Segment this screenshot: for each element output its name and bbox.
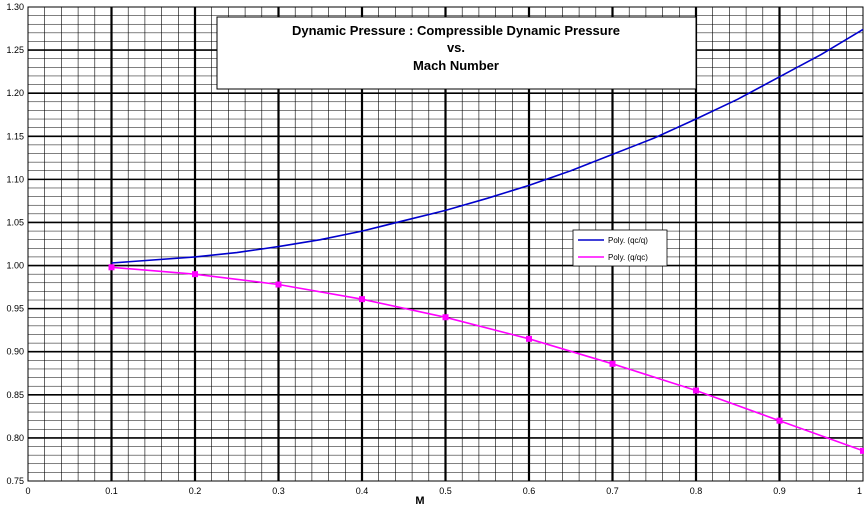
y-tick-label: 1.20 xyxy=(6,88,24,98)
x-tick-label: 0.5 xyxy=(439,486,452,496)
data-point-series-2 xyxy=(693,387,699,394)
x-tick-label: 0.8 xyxy=(690,486,703,496)
data-point-series-2 xyxy=(776,417,783,424)
x-tick-label: 1 xyxy=(857,486,862,496)
legend-label-series-2: Poly. (q/qc) xyxy=(608,253,648,262)
data-point-series-2 xyxy=(192,271,198,278)
y-tick-label: 1.25 xyxy=(6,45,24,55)
data-point-series-2 xyxy=(108,264,115,271)
y-axis-ticks: 0.75 0.80 0.85 0.90 0.95 1.00 1.05 1.10 1.15 1.20… xyxy=(6,2,24,486)
y-tick-label: 1.15 xyxy=(6,131,24,141)
plot-border xyxy=(27,6,864,482)
x-tick-label: 0.6 xyxy=(523,486,536,496)
data-point-series-2 xyxy=(359,296,365,303)
title-background xyxy=(216,16,697,90)
legend-label-series-1: Poly. (qc/q) xyxy=(608,236,648,245)
data-point-series-2 xyxy=(275,281,282,288)
legend: Poly. (qc/q) Poly. (q/qc) xyxy=(572,229,668,267)
series-line-1 xyxy=(111,28,864,264)
y-tick-label: 0.80 xyxy=(6,433,24,443)
chart-title-line-1: Dynamic Pressure : Compressible Dynamic … xyxy=(292,23,620,38)
y-tick-label: 1.10 xyxy=(6,174,24,184)
x-tick-label: 0.1 xyxy=(105,486,118,496)
series xyxy=(108,28,864,454)
data-point-series-2 xyxy=(442,314,449,321)
chart-title-line-3: Mach Number xyxy=(413,58,499,73)
x-axis-ticks: 0 0.1 0.2 0.3 0.4 0.5 0.6 0.7 0.8 0.9 1 xyxy=(25,486,862,496)
chart-title-box: Dynamic Pressure : Compressible Dynamic … xyxy=(216,16,697,90)
chart-title-line-2: vs. xyxy=(447,40,465,55)
data-point-series-2 xyxy=(860,447,864,454)
y-tick-label: 0.90 xyxy=(6,347,24,357)
data-point-series-2 xyxy=(526,335,532,342)
y-tick-label: 0.75 xyxy=(6,476,24,486)
x-tick-label: 0.9 xyxy=(773,486,786,496)
data-point-series-2 xyxy=(609,360,616,367)
grid xyxy=(28,7,863,481)
y-tick-label: 1.00 xyxy=(6,261,24,271)
x-tick-label: 0.3 xyxy=(272,486,285,496)
y-tick-label: 1.30 xyxy=(6,2,24,12)
x-axis-label: M xyxy=(415,495,424,507)
x-tick-label: 0 xyxy=(25,486,30,496)
x-tick-label: 0.2 xyxy=(189,486,202,496)
x-tick-label: 0.4 xyxy=(356,486,369,496)
y-tick-label: 0.95 xyxy=(6,304,24,314)
x-tick-label: 0.7 xyxy=(606,486,619,496)
series-line-2 xyxy=(111,266,864,452)
y-tick-label: 1.05 xyxy=(6,217,24,227)
y-tick-label: 0.85 xyxy=(6,390,24,400)
legend-box xyxy=(572,229,668,267)
